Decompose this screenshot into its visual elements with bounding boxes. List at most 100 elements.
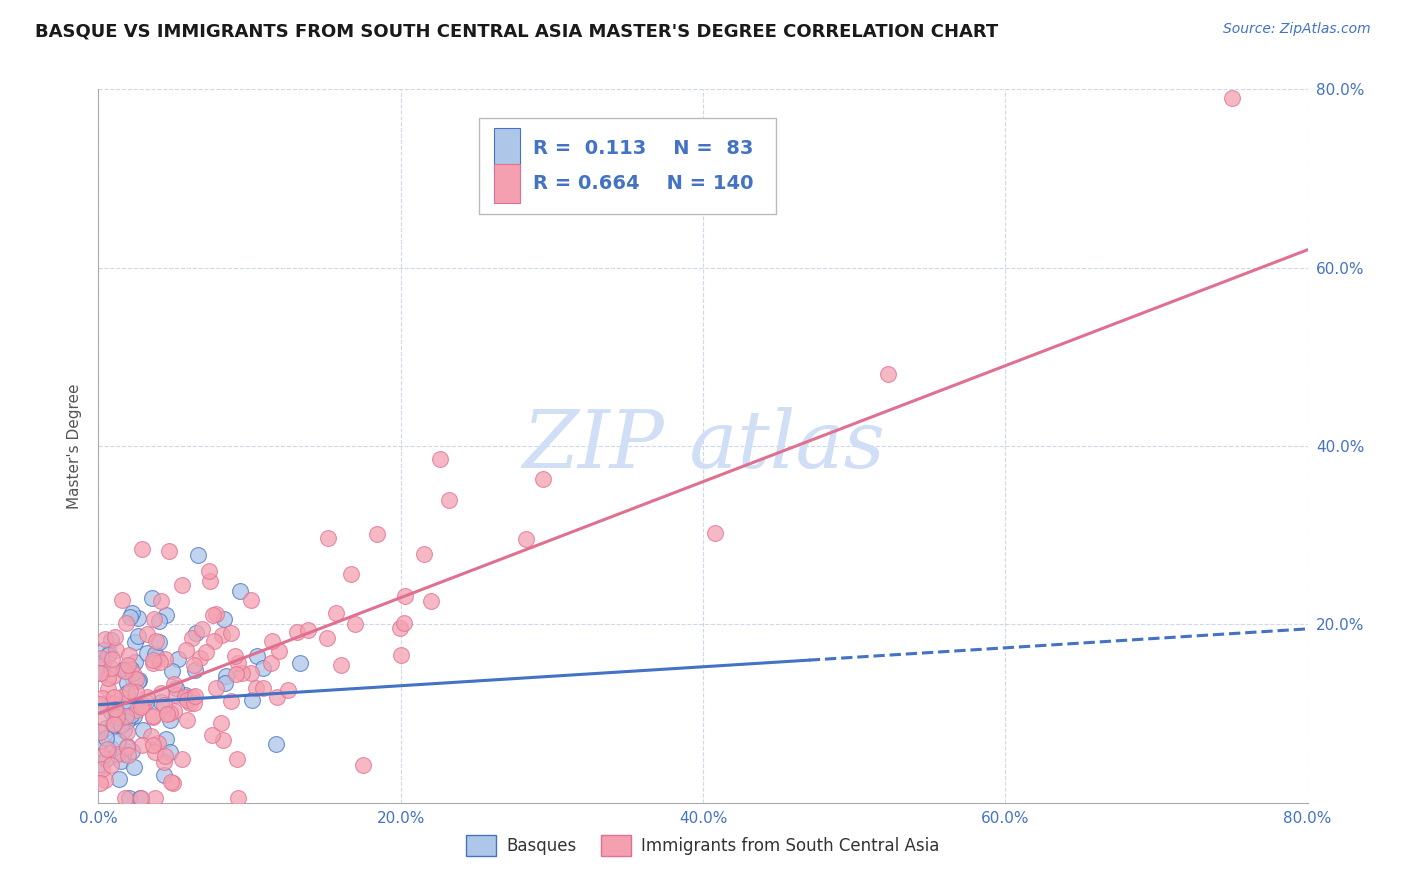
Point (131, 542, 153, 557)
Point (195, 645, 218, 659)
Point (145, 634, 167, 648)
Point (142, 710, 165, 724)
Point (179, 696, 201, 710)
Y-axis label: Master's Degree: Master's Degree (66, 384, 82, 508)
Point (163, 704, 186, 718)
Point (114, 791, 136, 805)
Point (165, 681, 187, 695)
Point (114, 664, 136, 678)
Point (129, 791, 152, 805)
Point (287, 624, 309, 639)
Point (252, 661, 274, 675)
Point (118, 610, 141, 624)
Point (226, 752, 249, 766)
Point (389, 648, 412, 663)
Point (114, 709, 136, 723)
Point (117, 714, 139, 729)
Point (101, 696, 124, 710)
Point (226, 657, 249, 671)
Point (89, 725, 111, 739)
Point (188, 650, 211, 665)
Point (131, 698, 153, 712)
Point (231, 665, 253, 680)
Point (135, 690, 157, 704)
Point (315, 631, 337, 645)
Point (127, 703, 149, 717)
Point (201, 607, 224, 622)
Point (142, 709, 165, 723)
Point (190, 622, 212, 636)
Point (122, 708, 145, 723)
Point (104, 714, 127, 728)
Point (183, 663, 205, 677)
Point (173, 688, 195, 702)
Point (149, 686, 172, 700)
Point (143, 612, 166, 626)
Point (205, 681, 228, 696)
Point (267, 644, 290, 658)
Point (389, 620, 412, 634)
Point (124, 635, 146, 649)
Point (91, 655, 114, 669)
Point (214, 676, 236, 690)
Point (104, 630, 127, 644)
Point (115, 686, 138, 700)
Text: ZIP atlas: ZIP atlas (522, 408, 884, 484)
Bar (494, 128, 520, 168)
Point (172, 578, 194, 592)
Point (112, 723, 135, 737)
Point (209, 716, 232, 731)
Point (153, 652, 176, 666)
Point (96, 752, 118, 766)
Point (115, 725, 138, 739)
Point (93, 711, 115, 725)
Point (173, 690, 195, 704)
Point (91, 762, 114, 776)
Point (142, 656, 165, 670)
Point (111, 663, 134, 677)
Point (94, 632, 117, 646)
Point (125, 685, 148, 699)
Point (122, 760, 145, 774)
Point (187, 548, 209, 562)
Point (91, 658, 114, 673)
Point (201, 728, 224, 742)
Point (160, 665, 183, 679)
Point (101, 717, 124, 731)
Point (104, 642, 127, 657)
Point (121, 606, 143, 620)
Point (229, 583, 252, 598)
Point (110, 754, 132, 768)
Point (97, 648, 120, 662)
Point (101, 669, 124, 683)
Point (100, 661, 122, 675)
Point (127, 673, 149, 688)
Point (89, 697, 111, 711)
Point (198, 564, 221, 578)
Point (127, 610, 149, 624)
Point (105, 709, 128, 723)
Point (117, 748, 139, 763)
Point (262, 633, 284, 648)
Point (122, 665, 145, 680)
Point (110, 690, 132, 704)
Point (100, 705, 122, 719)
Point (89, 699, 111, 714)
Text: R = 0.664    N = 140: R = 0.664 N = 140 (533, 174, 754, 194)
Point (297, 623, 319, 637)
Point (118, 791, 141, 805)
Point (252, 681, 274, 696)
Point (105, 714, 128, 729)
Point (111, 663, 134, 677)
Point (184, 690, 207, 704)
Point (157, 543, 180, 558)
Point (277, 683, 299, 698)
Point (146, 650, 169, 665)
Point (205, 607, 228, 621)
Point (121, 744, 143, 758)
Point (91, 748, 114, 763)
Point (108, 772, 131, 786)
Point (260, 656, 283, 670)
Point (105, 747, 128, 762)
Point (877, 368, 900, 382)
